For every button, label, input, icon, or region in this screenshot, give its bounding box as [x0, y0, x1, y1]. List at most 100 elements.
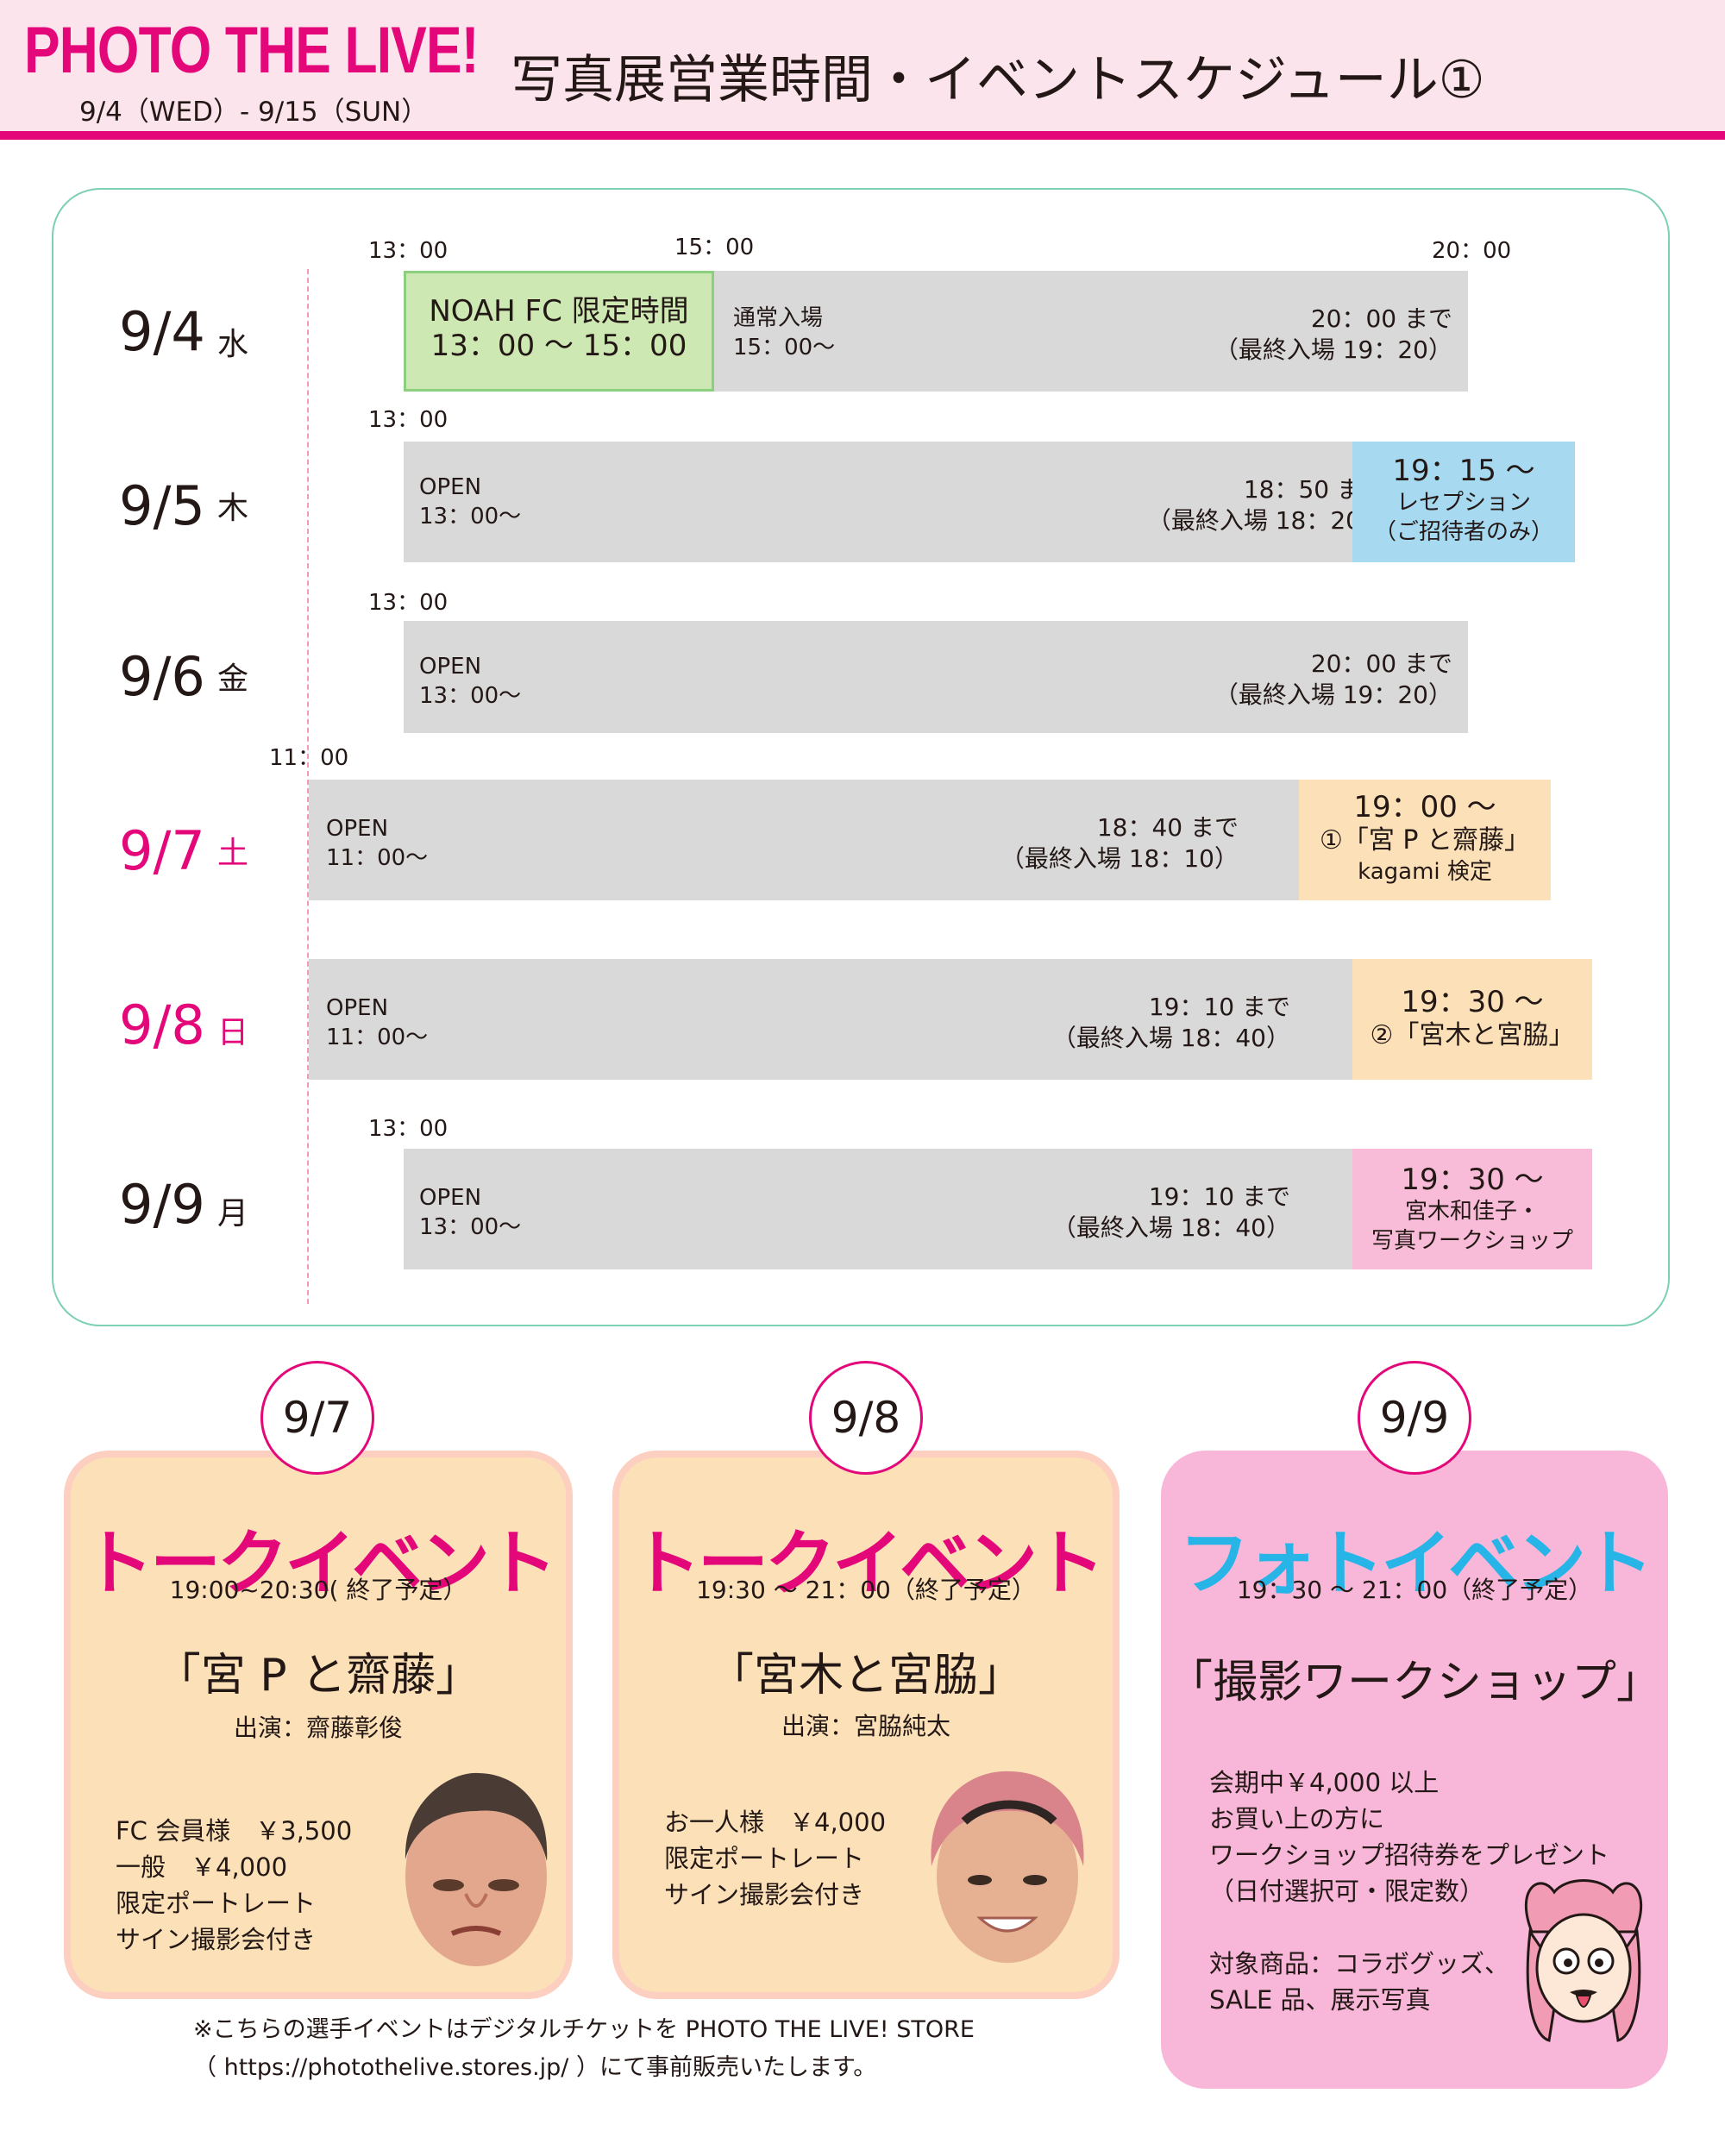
- talk-event-segment: 19：00 〜 ①「宮 P と齋藤」 kagami 検定: [1299, 780, 1551, 900]
- open-info: OPEN 11：00〜: [326, 993, 428, 1052]
- detail-line: サイン撮影会付き: [116, 1925, 317, 1954]
- day-of-week: 日: [217, 1015, 249, 1050]
- event-details: 会期中￥4,000 以上 お買い上の方に ワークショップ招待券をプレゼント （日…: [1209, 1764, 1609, 2018]
- event-time: 19:00~20:30( 終了予定）: [169, 1576, 467, 1604]
- detail-line: （日付選択可・限定数）: [1209, 1877, 1485, 1906]
- open-label: OPEN: [419, 474, 482, 500]
- day-date: 9/5: [119, 474, 205, 537]
- open-info: OPEN 13：00〜: [419, 473, 521, 531]
- detail-line: 一般 ￥4,000: [116, 1852, 288, 1882]
- open-time: 11：00〜: [326, 1025, 429, 1050]
- day-date: 9/6: [119, 645, 205, 708]
- character-illustration: [1524, 1879, 1643, 2042]
- event-time: 19:30 〜 21：00（終了予定）: [696, 1576, 1036, 1604]
- day-date: 9/8: [119, 993, 205, 1056]
- event-heading: フォトイベント: [1178, 1523, 1653, 1605]
- event-time: 19：00 〜: [1353, 790, 1496, 824]
- header-band: [0, 0, 1725, 136]
- day-of-week: 木: [217, 491, 249, 526]
- timeline-start-line: [307, 269, 309, 1304]
- talk-event-segment: 19：30 〜 ②「宮木と宮脇」: [1352, 959, 1592, 1080]
- last-entry: （最終入場 18：40）: [1051, 1213, 1290, 1242]
- day-of-week: 水: [217, 327, 249, 362]
- photo-event-segment: 19：30 〜 宮木和佳子・ 写真ワークショップ: [1352, 1149, 1592, 1269]
- close-time: 20：00 まで: [1310, 304, 1452, 333]
- page-title: 写真展営業時間・イベントスケジュール①: [511, 50, 1485, 110]
- open-label: 通常入場: [733, 305, 824, 331]
- event-card: フォトイベント 19：30 〜 21：00（終了予定） 「撮影ワークショップ」 …: [1161, 1451, 1668, 2089]
- detail-line: お一人様 ￥4,000: [664, 1808, 887, 1837]
- tick-1300: 13：00: [368, 590, 448, 616]
- event-date-badge: 9/8: [809, 1361, 923, 1475]
- detail-line: SALE 品、展示写真: [1209, 1985, 1431, 2015]
- open-time: 11：00〜: [326, 845, 429, 871]
- wrestler-portrait: [931, 1771, 1084, 1963]
- close-info: 18：40 まで （最終入場 18：10）: [973, 812, 1239, 874]
- last-entry: （最終入場 18：20）: [1146, 506, 1385, 535]
- open-info: OPEN 11：00〜: [326, 814, 428, 873]
- detail-line: サイン撮影会付き: [664, 1880, 865, 1909]
- footnote-line: ※こちらの選手イベントはデジタルチケットを PHOTO THE LIVE! ST…: [193, 2016, 975, 2043]
- header-divider: [0, 131, 1725, 140]
- tick-1300: 13：00: [368, 238, 448, 264]
- open-time: 13：00〜: [419, 683, 522, 709]
- close-info: 19：10 まで （最終入場 18：40）: [1025, 1181, 1290, 1244]
- close-info: 20：00 まで （最終入場 19：20）: [1214, 304, 1452, 366]
- day-date: 9/4: [119, 300, 205, 363]
- event-details: お一人様 ￥4,000 限定ポートレート サイン撮影会付き: [664, 1804, 886, 1913]
- last-entry: （最終入場 19：20）: [1214, 335, 1452, 364]
- event-details: FC 会員様 ￥3,500 一般 ￥4,000 限定ポートレート サイン撮影会付…: [116, 1813, 352, 1958]
- close-time: 20：00 まで: [1310, 649, 1452, 678]
- footnote-line: （ https://photothelive.stores.jp/ ）にて事前販…: [193, 2054, 877, 2081]
- event-time: 19：30 〜: [1401, 985, 1544, 1019]
- last-entry: （最終入場 18：40）: [1051, 1024, 1290, 1052]
- event-note: 写真ワークショップ: [1371, 1228, 1573, 1254]
- last-entry: （最終入場 18：10）: [1000, 844, 1239, 873]
- event-title: 「撮影ワークショップ」: [1167, 1657, 1661, 1708]
- tick-1100: 11：00: [269, 745, 349, 771]
- close-time: 18：40 まで: [1096, 813, 1239, 842]
- logo: PHOTO THE LIVE!: [24, 14, 480, 87]
- event-title: ①「宮 P と齋藤」: [1319, 825, 1531, 856]
- detail-line: 限定ポートレート: [664, 1844, 865, 1873]
- open-label: OPEN: [326, 995, 389, 1021]
- day-of-week: 金: [217, 661, 249, 697]
- day-of-week: 土: [217, 836, 249, 871]
- open-label: OPEN: [419, 654, 482, 680]
- event-card: トークイベント 19:30 〜 21：00（終了予定） 「宮木と宮脇」 出演：宮…: [612, 1451, 1120, 1999]
- schedule-bar: OPEN 11：00〜 18：40 まで （最終入場 18：10） 19：00 …: [309, 780, 1551, 900]
- open-label: OPEN: [419, 1185, 482, 1211]
- event-title: 「宮木と宮脇」: [708, 1650, 1023, 1702]
- close-time: 19：10 まで: [1148, 993, 1290, 1021]
- event-note: （ご招待者のみ）: [1373, 519, 1553, 545]
- event-heading: トークイベント: [630, 1523, 1105, 1605]
- tick-1500: 15：00: [674, 235, 755, 260]
- event-note: kagami 検定: [1358, 859, 1492, 885]
- detail-line: 限定ポートレート: [116, 1889, 317, 1918]
- exhibition-dates: 9/4（WED）- 9/15（SUN）: [79, 97, 429, 128]
- schedule-bar: OPEN 13：00〜 20：00 まで （最終入場 19：20）: [404, 621, 1468, 733]
- wrestler-portrait: [405, 1772, 548, 1966]
- detail-line: 対象商品：コラボグッズ、: [1209, 1949, 1510, 1978]
- event-time: 19：30 〜 21：00（終了予定）: [1236, 1576, 1593, 1604]
- tick-2000: 20：00: [1432, 238, 1512, 264]
- event-cast: 出演：齋藤彰俊: [233, 1714, 403, 1742]
- open-label: OPEN: [326, 816, 389, 842]
- day-of-week: 月: [217, 1196, 249, 1232]
- detail-line: FC 会員様 ￥3,500: [116, 1816, 353, 1846]
- event-cast: 出演：宮脇純太: [781, 1712, 950, 1740]
- event-time: 19：30 〜: [1401, 1163, 1544, 1197]
- event-title: 「宮 P と齋藤」: [155, 1650, 481, 1702]
- footnote: ※こちらの選手イベントはデジタルチケットを PHOTO THE LIVE! ST…: [193, 2011, 975, 2087]
- open-time: 13：00〜: [419, 504, 522, 530]
- event-title: ②「宮木と宮脇」: [1370, 1020, 1575, 1050]
- schedule-panel: [52, 188, 1670, 1326]
- event-title: 宮木和佳子・: [1404, 1199, 1540, 1225]
- reception-segment: 19：15 〜 レセプション （ご招待者のみ）: [1352, 442, 1575, 562]
- event-time: 19：15 〜: [1392, 454, 1535, 488]
- event-card: トークイベント 19:00~20:30( 終了予定） 「宮 P と齋藤」 出演：…: [64, 1451, 573, 1999]
- fc-segment: NOAH FC 限定時間 13：00 〜 15：00: [404, 271, 714, 392]
- open-time: 15：00〜: [733, 335, 836, 360]
- detail-line: 会期中￥4,000 以上: [1209, 1768, 1440, 1797]
- schedule-bar: NOAH FC 限定時間 13：00 〜 15：00 通常入場 15：00〜 2…: [404, 271, 1468, 392]
